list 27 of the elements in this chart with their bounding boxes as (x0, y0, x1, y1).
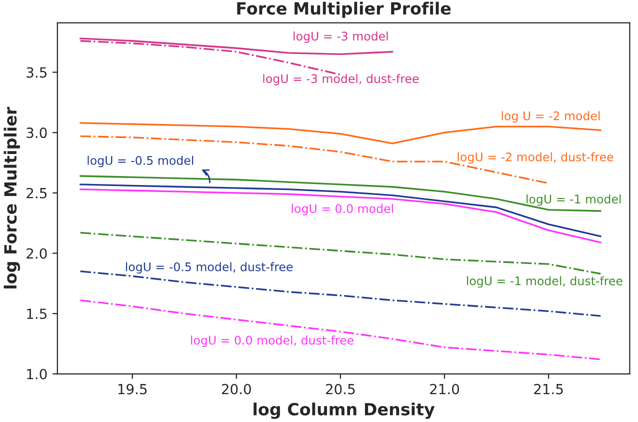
series-label: logU = -3 model (294, 31, 388, 43)
y-tick-label: 1.5 (27, 308, 46, 320)
series-label: logU = -3 model, dust-free (263, 74, 419, 86)
x-tick-label: 20.0 (222, 384, 251, 394)
y-tick-label: 2.5 (26, 188, 46, 198)
series-label: logU = 0.0 model, dust-free (191, 336, 354, 347)
series-label: logU = -0.5 model (88, 156, 194, 168)
x-tick-label: 21.5 (534, 384, 563, 394)
y-tick-label: 2.0 (26, 248, 47, 259)
series-label: logU = -1 model, dust-free (466, 276, 622, 288)
y-tick-label: 1.0 (27, 368, 47, 380)
chart-title: Force Multiplier Profile (237, 2, 451, 18)
series-label: logU = 0.0 model (292, 204, 393, 216)
x-tick-label: 20.5 (326, 384, 355, 394)
series-label: logU = -0.5 model, dust-free (126, 262, 293, 274)
y-tick-label: 3.5 (26, 67, 46, 78)
y-axis-title: log Force Multiplier (4, 106, 20, 288)
line-series (79, 122, 602, 144)
y-tick-label: 3.0 (26, 128, 47, 138)
x-axis-title: log Column Density (254, 402, 435, 419)
line-series (79, 299, 602, 360)
series-label: log U = -2 model (502, 111, 600, 123)
line-series (79, 232, 602, 275)
series-label: logU = -2 model, dust-free (458, 152, 614, 164)
x-tick-label: 19.5 (118, 384, 147, 394)
series-label: logU = -1 model (526, 194, 621, 206)
x-tick-label: 21.0 (430, 384, 460, 394)
